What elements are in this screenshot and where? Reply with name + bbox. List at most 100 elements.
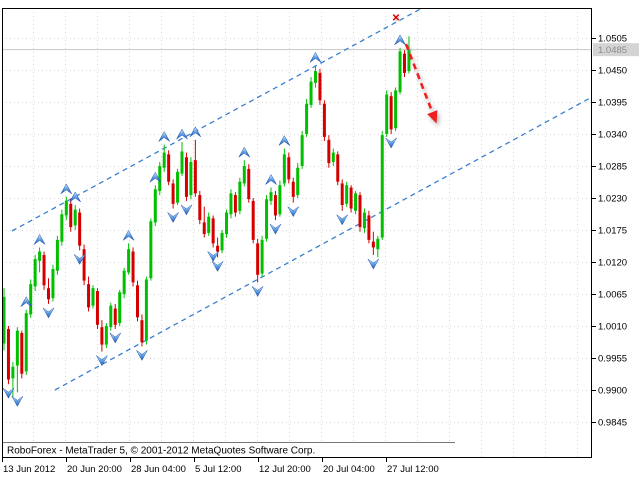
candle-body	[189, 161, 193, 196]
candle-body	[407, 49, 411, 72]
candle-body	[336, 154, 340, 182]
candle-body	[29, 284, 33, 315]
candle-body	[20, 332, 24, 374]
fractal-up-icon	[69, 191, 81, 203]
candle-body	[207, 216, 211, 233]
price-tick-label: 1.0340	[598, 130, 627, 141]
sell-signal-icon: ✕	[392, 13, 400, 24]
price-tick-label: 0.9900	[598, 386, 627, 397]
fractal-up-icon	[122, 229, 135, 241]
candle-body	[11, 366, 15, 379]
date-tick-label: 13 Jun 2012	[3, 464, 55, 475]
fractal-up-icon	[158, 130, 170, 142]
price-tick-label: 1.0505	[598, 34, 627, 45]
candle-body	[265, 199, 269, 239]
fractal-down-icon	[211, 261, 224, 272]
candle-body	[109, 305, 113, 328]
candle-body	[149, 221, 153, 279]
candlesticks	[2, 36, 411, 397]
fractal-markers	[2, 34, 406, 407]
candle-body	[198, 195, 202, 221]
date-tick-label: 5 Jul 12:00	[195, 464, 241, 475]
candle-body	[398, 51, 402, 93]
copyright-bar: RoboForex - MetaTrader 5, © 2001-2012 Me…	[2, 442, 455, 458]
candle-body	[282, 154, 286, 184]
candle-body	[33, 259, 37, 287]
fractal-down-icon	[109, 332, 121, 344]
candle-body	[167, 154, 171, 182]
fractal-down-icon	[287, 206, 299, 218]
fractal-up-icon	[189, 126, 202, 138]
candle-body	[216, 245, 220, 252]
forecast-down-arrow	[404, 43, 438, 124]
candle-body	[47, 288, 50, 300]
price-axis[interactable]: 1.0505 1.0450 1.0395 1.0340 1.0285 1.0230 1.01…	[592, 34, 639, 429]
fractal-down-icon	[96, 355, 108, 367]
fractal-down-icon	[251, 286, 264, 297]
fractal-up-icon	[309, 51, 322, 63]
candle-body	[113, 308, 117, 325]
candle-body	[251, 200, 255, 240]
fractal-down-icon	[207, 251, 219, 262]
candle-body	[318, 72, 322, 101]
candle-body	[242, 166, 246, 184]
candle-body	[144, 279, 148, 341]
candle-body	[296, 167, 300, 196]
fractal-down-icon	[73, 254, 86, 265]
price-tick-label: 1.0175	[598, 226, 627, 237]
candle-body	[349, 187, 353, 209]
fractal-up-icon	[60, 183, 73, 195]
candle-body	[24, 313, 28, 372]
candle-body	[256, 243, 260, 275]
candle-body	[131, 251, 135, 283]
candle-body	[380, 135, 384, 238]
candle-body	[127, 249, 131, 273]
candle-body	[60, 214, 64, 242]
ascending-channel-lines	[11, 8, 592, 391]
candle-body	[104, 326, 108, 345]
fractal-down-icon	[167, 212, 179, 223]
date-tick-label: 20 Jun 20:00	[67, 464, 122, 475]
price-tick-label: 1.0395	[598, 98, 627, 109]
candle-body	[180, 151, 184, 174]
candle-body	[73, 209, 77, 226]
forecast-arrow-head	[427, 110, 438, 124]
candle-body	[162, 152, 166, 168]
candle-body	[184, 157, 188, 197]
fractal-up-icon	[20, 296, 32, 307]
candle-body	[153, 189, 157, 223]
candle-body	[238, 181, 242, 211]
candle-body	[118, 292, 122, 324]
fractal-up-icon	[33, 233, 46, 245]
candle-body	[229, 193, 233, 215]
candle-body	[55, 239, 59, 271]
time-axis[interactable]: 13 Jun 2012 20 Jun 20:00 28 Jun 04:00 5 Jul…	[2, 458, 439, 475]
fractal-down-icon	[42, 307, 55, 319]
candle-body	[91, 288, 95, 306]
candle-body	[42, 255, 46, 286]
candle-body	[278, 185, 282, 215]
date-tick-label: 20 Jul 04:00	[323, 464, 375, 475]
candle-body	[291, 181, 295, 197]
candle-body	[82, 249, 86, 281]
candle-body	[358, 195, 362, 228]
candle-body	[38, 251, 42, 261]
candle-body	[64, 200, 68, 216]
fractal-down-icon	[136, 350, 148, 361]
candle-body	[69, 203, 73, 228]
forecast-arrow-shaft	[404, 43, 435, 115]
candle-body	[305, 103, 309, 134]
date-tick-label: 12 Jul 20:00	[259, 464, 311, 475]
candle-body	[322, 103, 326, 137]
price-tick-label: 0.9845	[598, 418, 627, 429]
candle-body	[354, 193, 358, 211]
candle-body	[211, 218, 215, 244]
candle-body	[260, 239, 264, 274]
candle-body	[273, 195, 277, 216]
current-price-label: 1.0485	[598, 45, 627, 56]
plot-area[interactable]	[2, 8, 592, 458]
chart-border	[2, 8, 592, 458]
price-tick-label: 1.0285	[598, 162, 627, 173]
candle-body	[15, 330, 19, 366]
